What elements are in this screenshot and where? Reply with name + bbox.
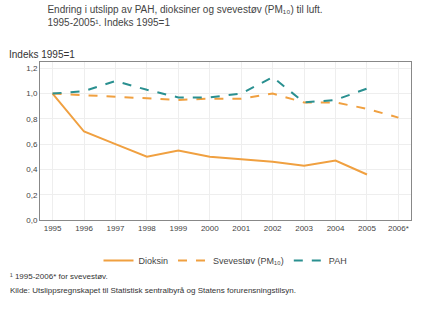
- svg-text:Endring i utslipp av PAH, diok: Endring i utslipp av PAH, dioksiner og s…: [47, 4, 322, 28]
- svg-text:1996: 1996: [75, 224, 93, 233]
- svg-text:2004: 2004: [327, 224, 345, 233]
- svg-text:Svevestøv (PM₁₀): Svevestøv (PM₁₀): [213, 256, 284, 266]
- svg-text:1997: 1997: [107, 224, 125, 233]
- svg-text:Dioksin: Dioksin: [139, 256, 169, 266]
- svg-text:0,6: 0,6: [26, 140, 38, 149]
- svg-text:0,2: 0,2: [26, 191, 38, 200]
- svg-text:2002: 2002: [264, 224, 282, 233]
- svg-text:2006*: 2006*: [388, 224, 409, 233]
- svg-text:Indeks 1995=1: Indeks 1995=1: [9, 49, 75, 60]
- svg-text:1999: 1999: [169, 224, 187, 233]
- svg-text:2005: 2005: [358, 224, 376, 233]
- svg-text:Kilde: Utslippsregnskapet til: Kilde: Utslippsregnskapet til Statistisk…: [10, 286, 296, 295]
- svg-text:1995: 1995: [44, 224, 62, 233]
- svg-text:0,0: 0,0: [26, 216, 38, 225]
- svg-text:0,4: 0,4: [26, 165, 38, 174]
- svg-text:2003: 2003: [295, 224, 313, 233]
- svg-text:1,2: 1,2: [26, 64, 38, 73]
- svg-text:2000: 2000: [201, 224, 219, 233]
- svg-text:2001: 2001: [232, 224, 250, 233]
- svg-text:1,0: 1,0: [26, 89, 38, 98]
- svg-text:0,8: 0,8: [26, 115, 38, 124]
- svg-text:PAH: PAH: [329, 256, 347, 266]
- svg-text:1998: 1998: [138, 224, 156, 233]
- svg-text:¹ 1995-2006* for svevestøv.: ¹ 1995-2006* for svevestøv.: [10, 272, 108, 281]
